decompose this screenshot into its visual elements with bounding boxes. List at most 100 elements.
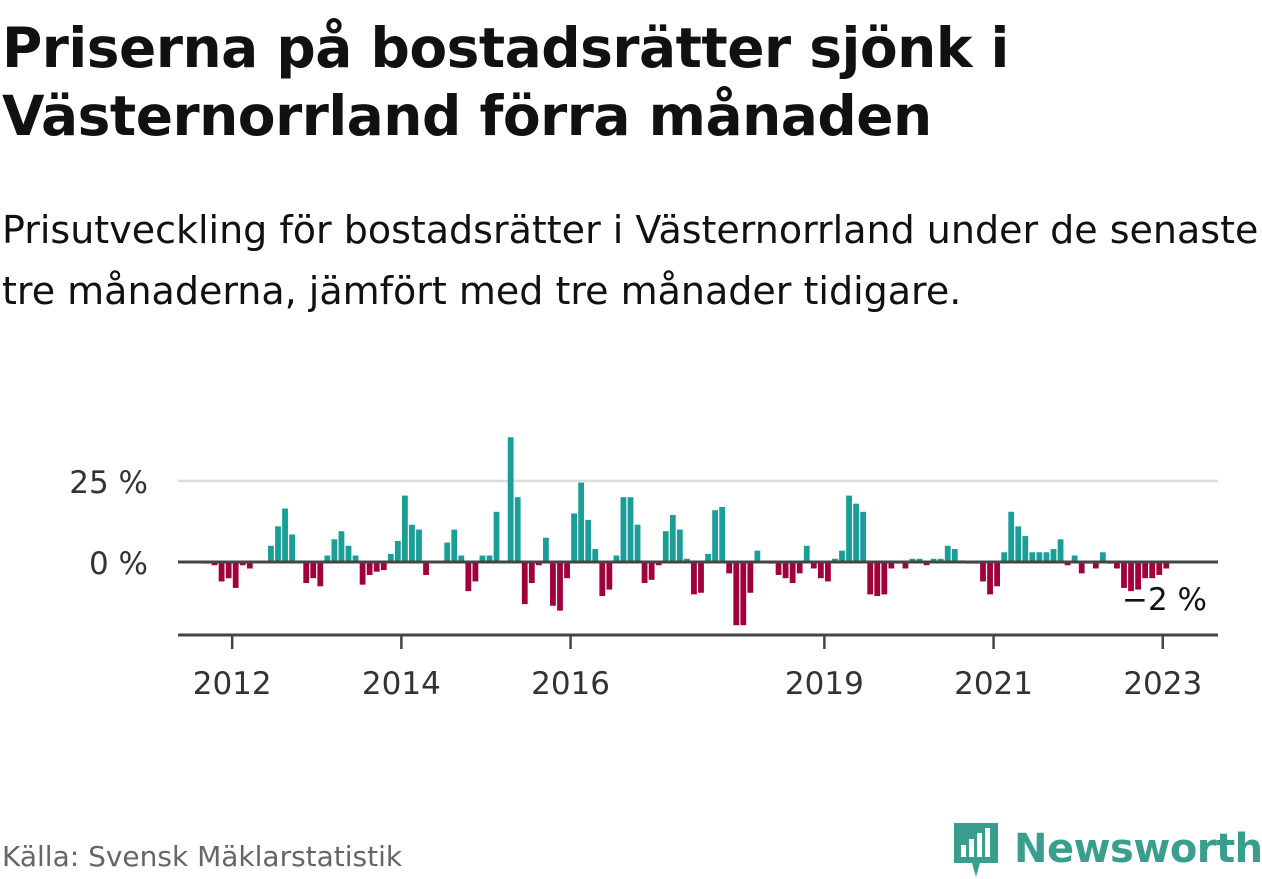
bar [789,562,796,584]
bar [1064,562,1071,566]
bar [345,545,352,562]
bar [1092,562,1099,569]
bar [380,562,387,571]
bar [1029,552,1036,562]
x-tick-label: 2016 [531,666,610,700]
bar [331,539,338,562]
bar [916,558,923,562]
chart-title: Priserna på bostadsrätter sjönk i Väster… [2,16,1009,148]
bar [810,562,817,569]
bar [1128,562,1134,592]
bar [543,537,549,562]
bar [310,562,317,579]
bar [359,562,366,585]
bar [507,437,514,562]
bar [416,529,422,562]
bar [860,511,867,562]
bar [782,562,789,579]
bar [1050,549,1057,562]
bar [740,562,747,626]
bar [444,542,451,562]
bar [930,558,937,562]
bar [980,562,986,582]
bar [578,482,585,562]
bar [1043,552,1050,562]
bar [902,562,909,569]
bar [232,562,239,588]
bar [684,558,690,562]
x-tick-label: 2014 [362,666,441,700]
bar [676,529,683,562]
bar [888,562,895,569]
bar [923,562,930,566]
bar [535,562,542,566]
x-tick-label: 2012 [193,666,272,700]
bar [451,529,458,562]
bar [662,531,669,562]
bar [733,562,740,626]
bar [225,562,232,579]
bar [479,555,486,562]
bar [592,549,599,562]
bar [825,562,831,582]
bar [1071,555,1078,562]
y-tick-label: 0 % [89,546,148,582]
bar [712,510,718,562]
bar [909,558,916,562]
bar [373,562,380,572]
bar [726,562,733,574]
bar [881,562,888,595]
bar [1142,562,1149,579]
bar [937,558,944,562]
bar [994,562,1000,587]
bar [1121,562,1127,588]
bar [839,550,845,562]
bar [458,555,465,562]
bar [465,562,472,592]
bar [599,562,606,597]
bar [521,562,528,605]
bar [394,540,401,562]
bar [747,562,754,593]
bar [239,562,246,566]
bar [817,562,824,579]
chart-subtitle: Prisutveckling för bostadsrätter i Väste… [2,208,1259,313]
bar [719,506,726,562]
bar [1057,539,1064,562]
bar [853,503,859,562]
bar [423,562,429,575]
bar [338,531,345,562]
bar [1135,562,1141,590]
bar [627,497,634,562]
bar [698,562,704,593]
source-note: Källa: Svensk Mäklarstatistik [2,840,403,873]
bar [1149,562,1156,579]
bar [803,545,810,562]
bar [641,562,648,584]
bar [1036,552,1043,562]
bar [1022,536,1029,562]
bar [1001,552,1008,562]
bar [571,513,577,562]
newsworthy-brand-text: Newsworthy [1014,826,1262,872]
bar [944,545,951,562]
bar [867,562,874,595]
newsworthy-logo-icon [954,823,998,877]
bar [303,562,310,584]
bar [352,555,359,562]
bar [613,555,620,562]
bar [846,495,852,562]
x-tick-label: 2019 [785,666,864,700]
bar [987,562,993,595]
bar [648,562,655,580]
bar [754,550,761,562]
bar [1114,562,1120,569]
bar [1078,562,1085,574]
bar [655,562,662,566]
bar [268,545,274,562]
newsworthy-logo[interactable]: Newsworthy [950,819,1262,879]
bar [550,562,556,606]
bar [275,526,281,562]
bar [606,562,613,590]
bar [775,562,782,575]
